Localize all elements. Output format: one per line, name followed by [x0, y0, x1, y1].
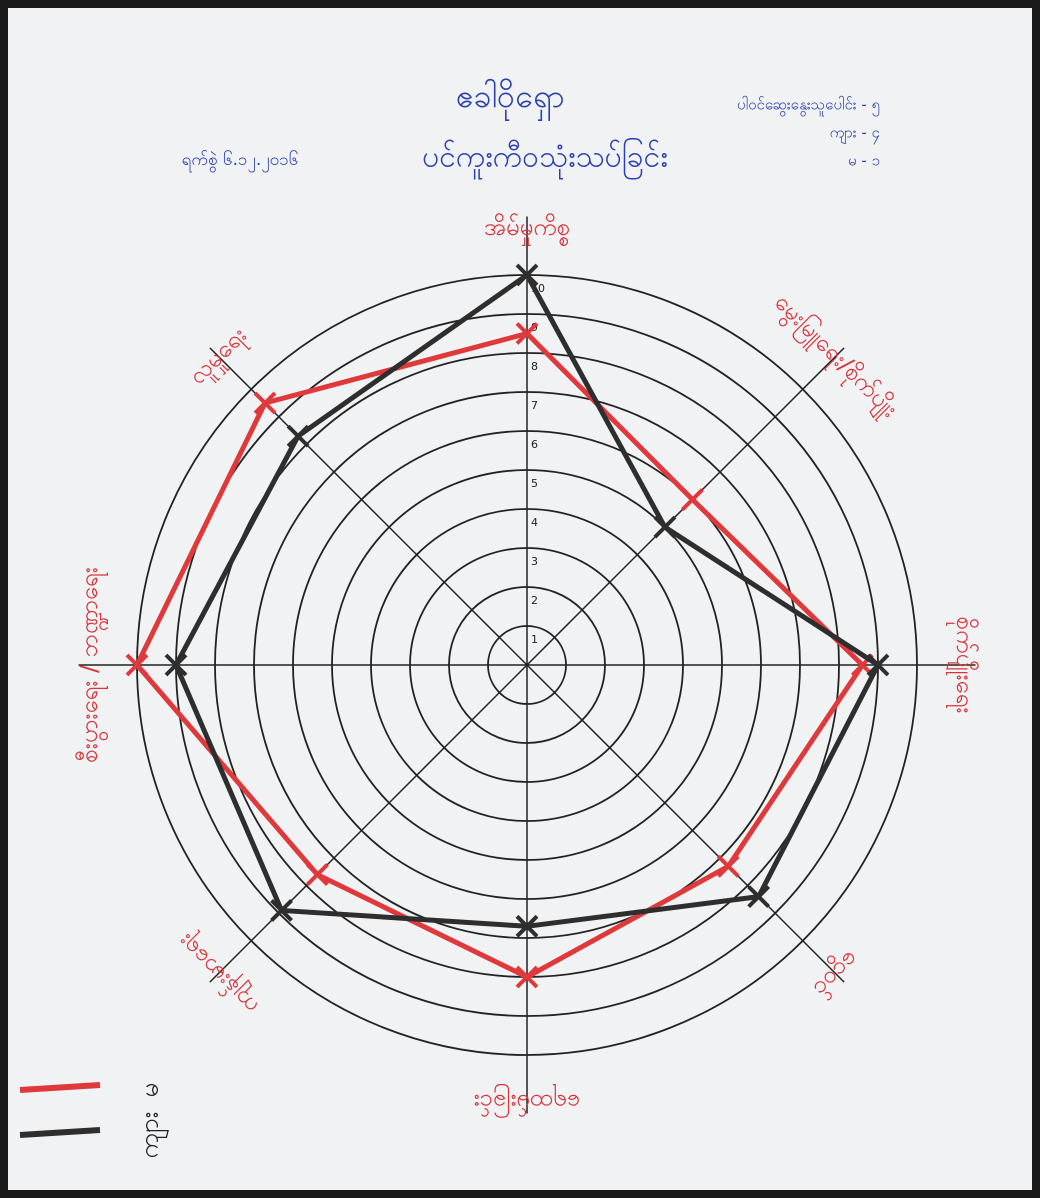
- r-tick-label: 1: [531, 633, 538, 646]
- r-tick-label: 6: [531, 438, 538, 451]
- r-tick-label: 8: [531, 360, 538, 373]
- note: မ - ၁: [848, 152, 880, 170]
- note: ကျား - ၄: [830, 124, 880, 145]
- axis-label: ရေထမ်းခြင်း: [474, 1084, 581, 1119]
- chart: ဧခါဝိုရှော ပင်ကူးကီဝသုံးသပ်ခြင်း ရက်စွဲ …: [0, 0, 1040, 1198]
- axis-label: အိမ်မှုကိစ္စ: [484, 212, 570, 246]
- r-tick-label: 2: [531, 594, 538, 607]
- r-tick-label: 5: [531, 477, 538, 490]
- page: {"chart_data":{"type":"radar", "title":"…: [0, 0, 1040, 1198]
- chart-title: ဧခါဝိုရှော: [455, 77, 564, 121]
- note: ပါဝင်ဆွေးနွေးသူပေါင်း - ၅: [737, 96, 880, 117]
- r-tick-label: 3: [531, 555, 538, 568]
- legend-label: ကျား: [135, 1112, 170, 1159]
- r-tick-label: 7: [531, 399, 538, 412]
- r-tick-label: 4: [531, 516, 538, 529]
- legend-label: မ: [135, 1082, 165, 1097]
- paper: [8, 8, 1032, 1190]
- chart-subtitle: ပင်ကူးကီဝသုံးသပ်ခြင်း: [422, 138, 668, 181]
- grid: အိမ်မှုကိစ္စမွေးမြူရေး/စိုက်ပျိုးစိုက်ပျ…: [74, 212, 980, 1119]
- date: ရက်စွဲ ၆.၁၂.၂၀၁၆: [182, 149, 299, 173]
